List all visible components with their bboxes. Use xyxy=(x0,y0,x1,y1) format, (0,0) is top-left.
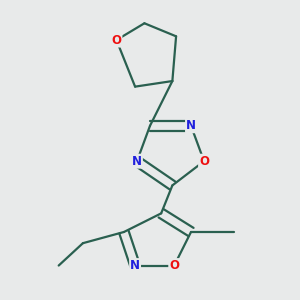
Text: O: O xyxy=(169,259,179,272)
Text: N: N xyxy=(186,119,196,132)
Text: N: N xyxy=(130,259,140,272)
Text: O: O xyxy=(199,155,209,168)
Text: N: N xyxy=(132,155,142,168)
Text: O: O xyxy=(112,34,122,46)
